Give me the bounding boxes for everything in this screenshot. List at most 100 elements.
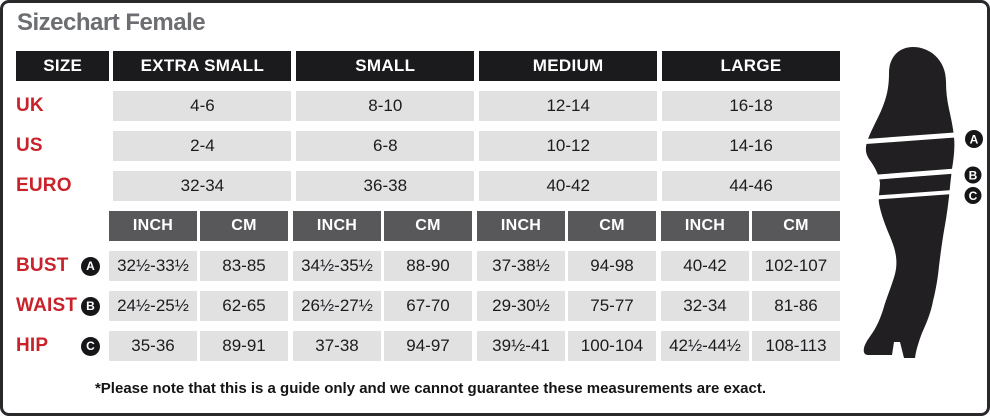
figure-marker-a: A	[965, 130, 983, 148]
cell-waist-s-cm: 67-70	[384, 291, 472, 321]
unit-pair-small: INCH CM	[293, 211, 472, 241]
cell-waist-l-cm: 81-86	[752, 291, 840, 321]
cell-waist-l-inch: 32-34	[661, 291, 749, 321]
bust-extra-small: 32½-33½ 83-85	[109, 251, 288, 281]
waist-large: 32-34 81-86	[661, 291, 840, 321]
row-label-uk: UK	[16, 95, 44, 116]
cell-waist-m-inch: 29-30½	[477, 291, 565, 321]
row-label-cell: UK	[16, 91, 109, 121]
row-label-us: US	[16, 135, 43, 156]
row-label-cell: BUST A	[16, 251, 105, 281]
table-row-us: US 2-4 6-8 10-12 14-16	[16, 131, 845, 161]
column-header-large: LARGE	[662, 51, 840, 81]
figure-marker-c-label: C	[969, 189, 978, 203]
bust-medium: 37-38½ 94-98	[477, 251, 656, 281]
table-row-uk: UK 4-6 8-10 12-14 16-18	[16, 91, 845, 121]
bust-small: 34½-35½ 88-90	[293, 251, 472, 281]
cell-hip-s-inch: 37-38	[293, 331, 381, 361]
unit-header-cm: CM	[568, 211, 656, 241]
waist-small: 26½-27½ 67-70	[293, 291, 472, 321]
row-label-cell: EURO	[16, 171, 109, 201]
bust-measure-line	[859, 132, 956, 145]
table-row-waist: WAIST B 24½-25½ 62-65 26½-27½ 67-70 29-3…	[16, 291, 845, 321]
row-label-bust: BUST	[16, 255, 69, 276]
marker-c-badge: C	[81, 336, 100, 356]
row-label-waist: WAIST	[16, 295, 78, 316]
row-label-euro: EURO	[16, 175, 72, 196]
figure-marker-a-label: A	[970, 133, 979, 147]
marker-a-badge: A	[81, 256, 100, 276]
unit-pair-medium: INCH CM	[477, 211, 656, 241]
column-header-medium: MEDIUM	[479, 51, 658, 81]
cell-us-large: 14-16	[662, 131, 841, 161]
cell-hip-xs-cm: 89-91	[200, 331, 288, 361]
column-header-size: SIZE	[16, 51, 110, 81]
footnote: *Please note that this is a guide only a…	[94, 380, 767, 397]
cell-uk-medium: 12-14	[479, 91, 658, 121]
cell-bust-l-inch: 40-42	[661, 251, 749, 281]
cell-waist-xs-cm: 62-65	[200, 291, 288, 321]
hip-measure-line	[868, 190, 954, 200]
cell-euro-large: 44-46	[662, 171, 841, 201]
cell-hip-m-cm: 100-104	[568, 331, 656, 361]
row-label-cell-empty	[16, 211, 105, 241]
waist-medium: 29-30½ 75-77	[477, 291, 656, 321]
cell-bust-m-cm: 94-98	[568, 251, 656, 281]
row-label-hip: HIP	[16, 335, 49, 356]
cell-bust-l-cm: 102-107	[752, 251, 840, 281]
unit-pair-large: INCH CM	[661, 211, 840, 241]
unit-header-inch: INCH	[109, 211, 197, 241]
cell-euro-medium: 40-42	[479, 171, 658, 201]
table-row-units: INCH CM INCH CM INCH CM INCH CM	[16, 211, 845, 241]
cell-waist-s-inch: 26½-27½	[293, 291, 381, 321]
figure-marker-b: B	[964, 166, 982, 184]
cell-bust-s-cm: 88-90	[384, 251, 472, 281]
size-table: SIZE EXTRA SMALL SMALL MEDIUM LARGE UK 4…	[16, 51, 845, 371]
hip-large: 42½-44½ 108-113	[661, 331, 840, 361]
unit-pair-extra-small: INCH CM	[109, 211, 288, 241]
hip-small: 37-38 94-97	[293, 331, 472, 361]
figure-marker-b-label: B	[969, 169, 978, 183]
cell-hip-m-inch: 39½-41	[477, 331, 565, 361]
unit-header-cm: CM	[384, 211, 472, 241]
cell-bust-s-inch: 34½-35½	[293, 251, 381, 281]
female-silhouette-icon: A B C	[859, 47, 983, 358]
cell-bust-m-inch: 37-38½	[477, 251, 565, 281]
cell-bust-xs-cm: 83-85	[200, 251, 288, 281]
cell-euro-extra-small: 32-34	[113, 171, 292, 201]
cell-euro-small: 36-38	[296, 171, 475, 201]
figure-marker-c: C	[964, 187, 982, 204]
row-label-cell: HIP C	[16, 331, 105, 361]
cell-waist-xs-inch: 24½-25½	[109, 291, 197, 321]
cell-hip-l-cm: 108-113	[752, 331, 840, 361]
table-row-euro: EURO 32-34 36-38 40-42 44-46	[16, 171, 845, 201]
column-header-extra-small: EXTRA SMALL	[113, 51, 292, 81]
unit-header-cm: CM	[200, 211, 288, 241]
cell-waist-m-cm: 75-77	[568, 291, 656, 321]
column-header-small: SMALL	[296, 51, 475, 81]
unit-header-cm: CM	[752, 211, 840, 241]
cell-us-medium: 10-12	[479, 131, 658, 161]
unit-header-inch: INCH	[293, 211, 381, 241]
cell-uk-extra-small: 4-6	[113, 91, 292, 121]
table-header-row: SIZE EXTRA SMALL SMALL MEDIUM LARGE	[16, 51, 845, 81]
table-row-hip: HIP C 35-36 89-91 37-38 94-97 39½-41 100…	[16, 331, 845, 361]
cell-us-extra-small: 2-4	[113, 131, 292, 161]
cell-us-small: 6-8	[296, 131, 475, 161]
unit-header-inch: INCH	[661, 211, 749, 241]
row-label-cell: US	[16, 131, 109, 161]
page-title: Sizechart Female	[17, 9, 206, 36]
marker-b-badge: B	[81, 296, 100, 316]
cell-uk-small: 8-10	[296, 91, 475, 121]
cell-uk-large: 16-18	[662, 91, 841, 121]
cell-bust-xs-inch: 32½-33½	[109, 251, 197, 281]
waist-measure-line	[864, 168, 957, 181]
cell-hip-l-inch: 42½-44½	[661, 331, 749, 361]
hip-extra-small: 35-36 89-91	[109, 331, 288, 361]
bust-large: 40-42 102-107	[661, 251, 840, 281]
hip-medium: 39½-41 100-104	[477, 331, 656, 361]
row-label-cell: WAIST B	[16, 291, 105, 321]
cell-hip-s-cm: 94-97	[384, 331, 472, 361]
cell-hip-xs-inch: 35-36	[109, 331, 197, 361]
